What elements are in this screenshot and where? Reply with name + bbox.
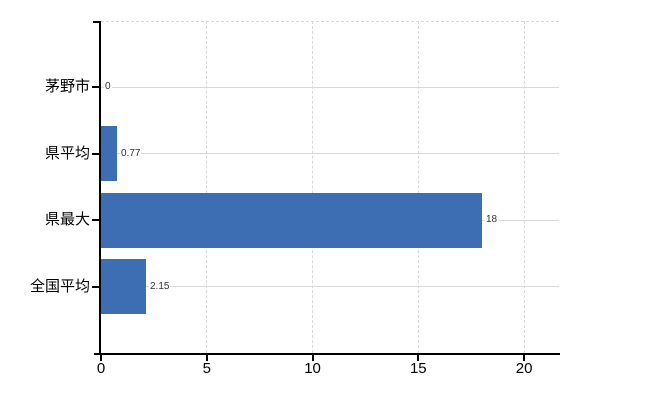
bar-value-label: 0 [104,80,112,95]
y-axis-tick [92,86,101,89]
bar [101,126,117,182]
x-gridline [523,21,525,353]
y-axis [99,21,101,355]
category-label: 全国平均 [29,277,90,295]
x-gridline [206,21,208,353]
bar-value-label: 2.15 [149,279,171,294]
category-label: 県最大 [44,211,90,229]
plot-top-border [101,21,559,22]
category-gridline [101,286,559,288]
y-axis-tick [92,152,101,155]
x-gridline [417,21,419,353]
bar [101,259,146,315]
x-axis-tick [100,355,102,361]
x-tick-label: 10 [304,360,321,377]
x-axis-tick [417,355,420,361]
x-axis [94,353,560,355]
category-gridline [101,153,559,155]
bar-value-label: 0.77 [120,146,142,161]
bar-value-label: 18 [485,213,499,228]
x-tick-label: 0 [96,360,106,377]
category-label: 県平均 [44,144,90,162]
x-tick-label: 15 [409,360,427,377]
y-axis-tick [92,285,101,288]
x-gridline [312,21,314,353]
x-axis-tick [311,355,314,361]
x-tick-label: 5 [202,360,211,377]
bar [101,192,482,248]
x-axis-tick [523,355,526,361]
category-gridline [101,86,559,88]
y-axis-top-tick [93,21,101,23]
x-tick-label: 20 [515,360,533,377]
category-label: 茅野市 [44,78,90,96]
x-axis-tick [205,355,208,361]
y-axis-tick [92,219,101,222]
